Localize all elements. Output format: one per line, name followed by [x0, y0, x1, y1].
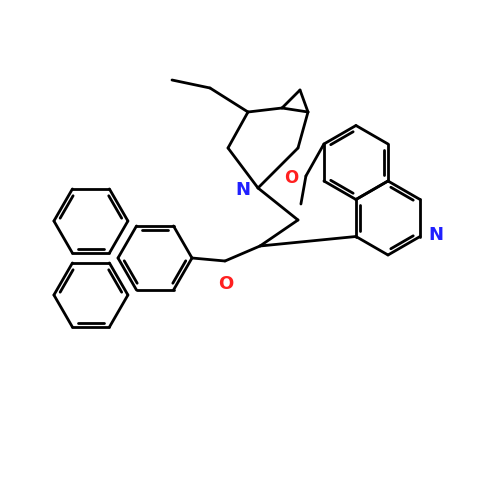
Text: O: O	[284, 169, 298, 187]
Text: N: N	[428, 226, 443, 244]
Text: N: N	[236, 181, 250, 199]
Text: O: O	[218, 275, 234, 293]
